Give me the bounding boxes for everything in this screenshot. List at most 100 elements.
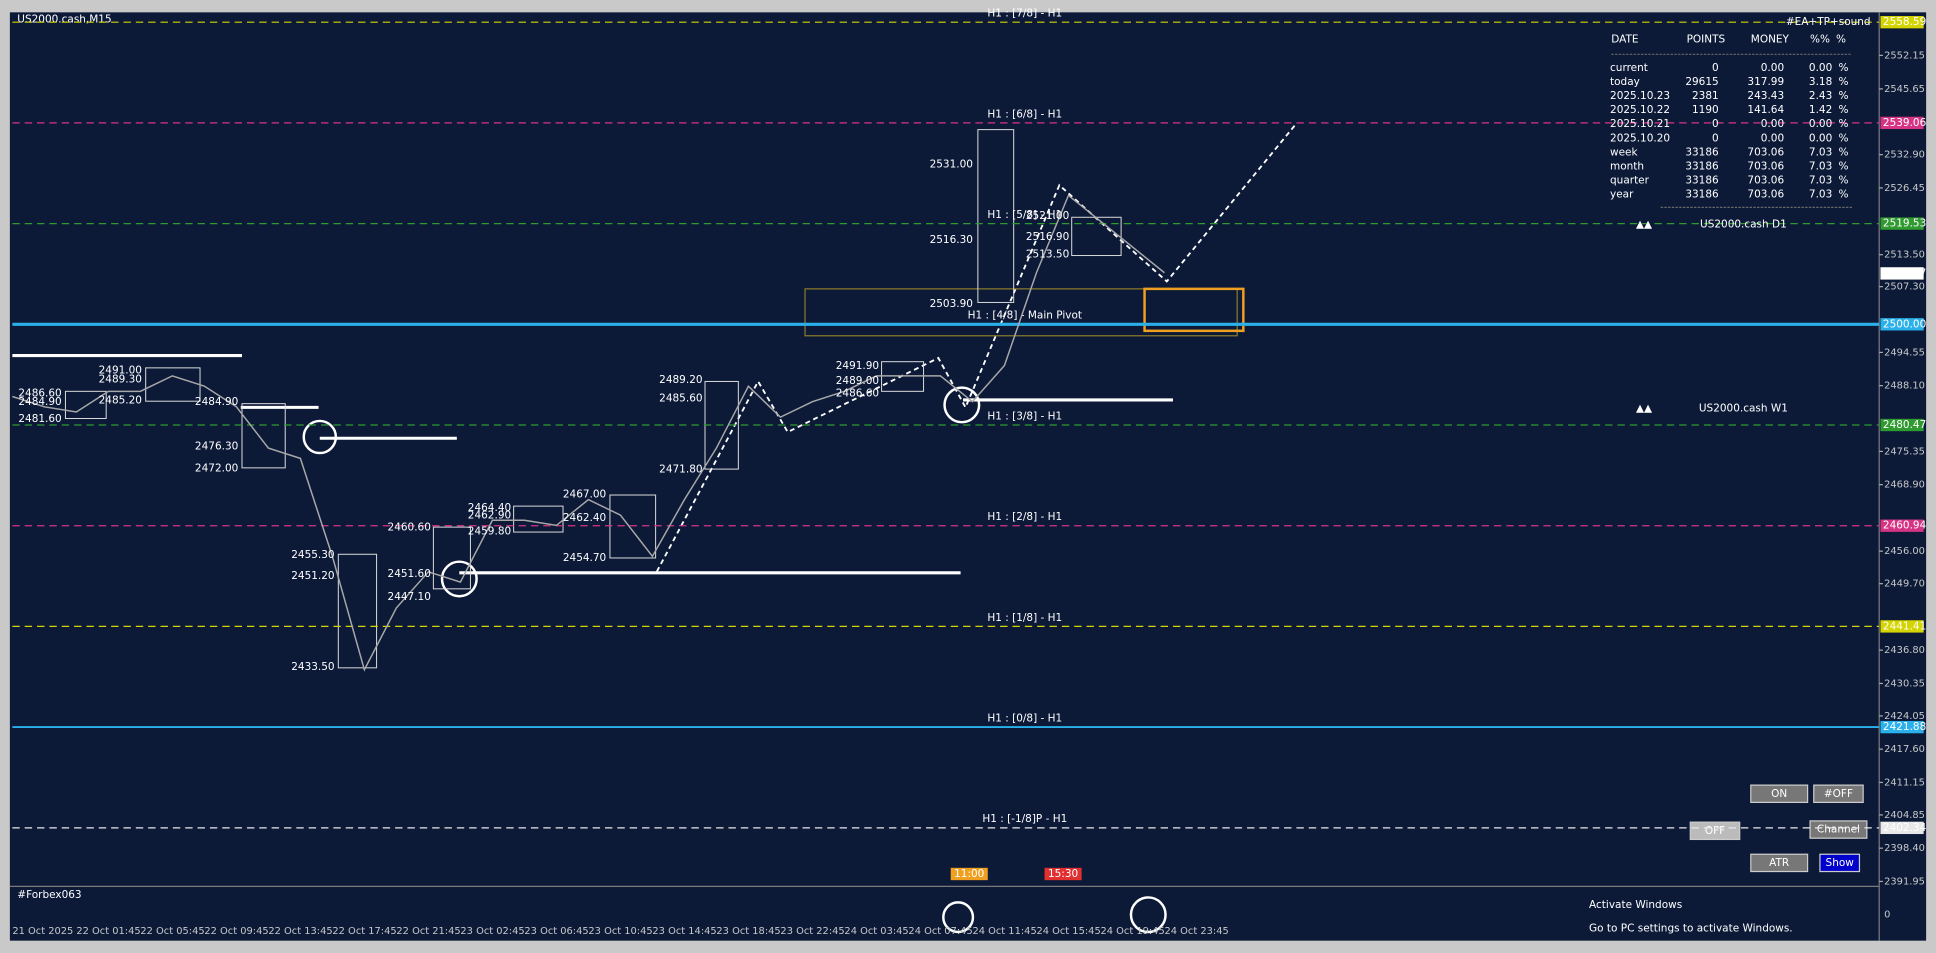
panel-cell: 2.43 <box>1809 90 1832 102</box>
panel-cell: % <box>1838 90 1848 102</box>
level-price: 2480.47 <box>1883 419 1926 431</box>
button-label[interactable]: ATR <box>1769 857 1789 869</box>
price-annotation: 2451.20 <box>291 570 334 582</box>
button[interactable] <box>1813 784 1864 804</box>
panel-cell: 703.06 <box>1747 174 1784 186</box>
panel-cell: week <box>1610 146 1638 158</box>
panel-cell: month <box>1610 160 1644 172</box>
price-annotation: 2486.60 <box>836 387 879 399</box>
x-tick-label: 24 Oct 11:45 <box>972 926 1036 937</box>
panel-cell: 29615 <box>1685 76 1718 88</box>
level-label: H1 : [2/8] - H1 <box>987 511 1062 523</box>
panel-cell: 2025.10.20 <box>1610 132 1670 144</box>
chart-bg <box>9 12 1927 941</box>
level-price: 2402.34 <box>1883 822 1927 834</box>
level-price-bg <box>1880 620 1924 633</box>
panel-cell: 703.06 <box>1747 146 1784 158</box>
button-label[interactable]: ON <box>1771 788 1787 800</box>
y-tick-label: 2436.80 <box>1884 645 1925 656</box>
level-label: H1 : [4/8] - Main Pivot <box>968 310 1082 322</box>
x-tick-label: 24 Oct 07:45 <box>908 926 972 937</box>
y-tick-label: 2411.15 <box>1884 777 1925 788</box>
y-tick-label: 2398.40 <box>1884 843 1925 854</box>
price-annotation: 2521.00 <box>1026 210 1069 222</box>
panel-title: #EA+TP+sound <box>1786 16 1871 28</box>
panel-cell: % <box>1838 76 1848 88</box>
x-tick-label: 23 Oct 10:45 <box>588 926 652 937</box>
price-annotation: 2462.40 <box>563 512 606 524</box>
x-tick-label: 23 Oct 14:45 <box>652 926 716 937</box>
panel-cell: % <box>1838 118 1848 130</box>
panel-cell: % <box>1838 146 1848 158</box>
button[interactable] <box>1750 784 1809 804</box>
x-tick-label: 23 Oct 02:45 <box>460 926 524 937</box>
time-flag <box>1044 867 1082 881</box>
price-annotation: 2472.00 <box>195 463 238 475</box>
mini-chart-label: US2000.cash D1 <box>1700 219 1787 231</box>
price-annotation: 2433.50 <box>291 661 334 673</box>
level-label: H1 : [3/8] - H1 <box>987 410 1062 422</box>
button-label[interactable]: Show <box>1826 857 1855 869</box>
y-tick-label: 2532.90 <box>1884 150 1925 161</box>
x-tick-label: 24 Oct 19:45 <box>1100 926 1164 937</box>
level-label: H1 : [1/8] - H1 <box>987 612 1062 624</box>
x-tick-label: 22 Oct 01:45 <box>76 926 140 937</box>
button[interactable] <box>1750 853 1809 873</box>
time-flag-label: 15:30 <box>1048 868 1078 880</box>
time-flag-label: 11:00 <box>954 868 984 880</box>
button-label[interactable]: Channel <box>1817 824 1860 836</box>
button-label[interactable]: OFF <box>1705 825 1725 837</box>
panel-cell: 0.00 <box>1809 118 1832 130</box>
panel-cell: % <box>1838 132 1848 144</box>
button[interactable] <box>1819 853 1861 873</box>
price-annotation: 2447.10 <box>388 591 431 603</box>
x-tick-label: 22 Oct 05:45 <box>140 926 204 937</box>
level-price: 2539.06 <box>1883 117 1927 129</box>
y-tick-label: 2526.45 <box>1884 183 1925 194</box>
price-annotation: 2491.90 <box>836 360 879 372</box>
y-tick-label: 2391.95 <box>1884 876 1925 887</box>
button-label[interactable]: #OFF <box>1824 788 1853 800</box>
level-price-bg <box>1880 16 1924 29</box>
y-tick-label: 2456.00 <box>1884 546 1925 557</box>
x-tick-label: 24 Oct 15:45 <box>1036 926 1100 937</box>
drawings <box>12 122 1298 934</box>
x-tick-label: 21 Oct 2025 <box>12 926 73 937</box>
level-price: 2441.41 <box>1883 620 1926 632</box>
panel-cell: 0.00 <box>1761 62 1784 74</box>
range-boxes <box>64 129 1122 669</box>
x-tick-label: 23 Oct 06:45 <box>524 926 588 937</box>
panel-cell: 141.64 <box>1747 104 1784 116</box>
button[interactable] <box>1689 821 1741 841</box>
price-annotation: 2476.30 <box>195 441 238 453</box>
y-tick-label: 2507.30 <box>1884 282 1925 293</box>
mini-arrows: ▲▲ <box>1636 219 1653 231</box>
target-box <box>1143 287 1245 333</box>
y-tick-label: 2424.05 <box>1884 711 1925 722</box>
level-label: H1 : [7/8] - H1 <box>987 8 1062 20</box>
level-price: 2558.59 <box>1883 16 1926 28</box>
x-tick-label: 23 Oct 22:45 <box>780 926 844 937</box>
price-annotation: 2531.00 <box>930 158 973 170</box>
watermark-title: Activate Windows <box>1589 899 1682 911</box>
price-annotation: 2481.60 <box>18 413 61 425</box>
price-annotation: 2486.60 <box>18 387 61 399</box>
panel-cell: 317.99 <box>1747 76 1784 88</box>
circles <box>302 386 1167 934</box>
panel-cell: 0.00 <box>1761 132 1784 144</box>
panel-cell: % <box>1838 160 1848 172</box>
price-annotation: 2455.30 <box>291 549 334 561</box>
panel-cell: 0.00 <box>1809 132 1832 144</box>
panel-cell: 3.18 <box>1809 76 1832 88</box>
panel-cell: 0.00 <box>1761 118 1784 130</box>
y-tick-label: 2552.15 <box>1884 50 1925 61</box>
y-tick-label: 2475.35 <box>1884 446 1925 457</box>
level-price-bg <box>1880 217 1924 230</box>
price-annotation: 2459.80 <box>468 526 511 538</box>
panel-cell: quarter <box>1610 174 1650 186</box>
mini-arrows: ▲▲ <box>1636 403 1653 415</box>
button[interactable] <box>1809 820 1868 839</box>
x-tick-label: 24 Oct 03:45 <box>844 926 908 937</box>
panel-header: % <box>1836 34 1846 46</box>
price-annotation: 2454.70 <box>563 552 606 564</box>
